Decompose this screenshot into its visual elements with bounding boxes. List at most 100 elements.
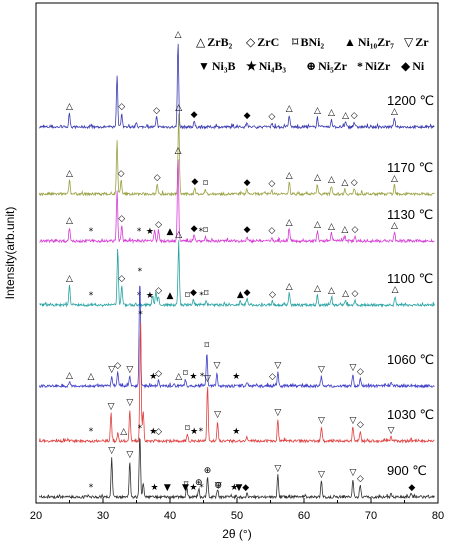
series-2: △*◇* ★◇▲△◆ * ⌑ ◆ ◇△ △ △ △ ◇ △1130 ℃ [39,146,435,244]
phase-marker: △ [66,169,73,179]
series-label: 900 ℃ [387,463,427,478]
phase-marker: ⌑ [185,291,190,301]
phase-marker: ★ [230,483,238,493]
phase-marker: ▽ [108,402,115,412]
phase-marker: △ [342,111,349,121]
legend-label: BNi₂ [300,35,324,49]
phase-marker: ▲ [237,290,244,300]
phase-marker: △ [175,146,182,156]
phase-marker: * [199,227,204,237]
phase-marker: ▽ [126,365,133,375]
phase-marker: ★ [151,483,159,493]
phase-marker: ▽ [349,468,356,478]
legend-entry: * NiZr [357,59,391,73]
y-axis-title: Intensity(arb.unit) [3,207,17,300]
series-line [39,285,435,389]
legend-label: Ni [412,59,425,73]
series-0: △ ◇ ◇△◆ ◆ ◇△ △ △ △ ◇ △1200 ℃ [39,30,435,130]
phase-marker: * [138,310,143,320]
phase-marker: △ [66,371,73,381]
phase-marker: ▼ [182,483,189,493]
phase-marker: * [138,267,143,277]
phase-marker: ◇ [268,226,275,236]
legend-entry: ▼ Ni₃B [198,59,236,73]
phase-marker: * [199,291,204,301]
phase-marker: △ [328,222,335,232]
phase-marker: ▼ [164,483,171,493]
phase-marker: △ [391,221,398,231]
phase-marker: * [199,483,204,493]
phase-marker: △ [175,30,182,40]
phase-marker: ◇ [351,225,358,235]
phase-marker: ◆ [244,111,251,121]
legend-label: ZrC [257,35,279,49]
x-tick-label: 20 [30,510,42,522]
phase-marker: ★ [189,372,197,382]
phase-marker: ▽ [349,363,356,373]
legend-label: Ni₁₀Zr₇ [358,35,395,49]
phase-marker: △ [314,220,321,230]
series-label: 1130 ℃ [387,207,433,222]
phase-marker: ⊕ [204,466,212,476]
phase-marker: ◆ [191,110,198,120]
phase-marker: ◇ [114,361,121,371]
phase-marker: △ [328,286,335,296]
series-label: 1200 ℃ [387,93,434,108]
phase-marker: ◇ [118,274,125,284]
phase-marker: ◇ [269,290,276,300]
phase-marker: ◇ [357,367,364,377]
series-1: △ ◇ ◇△◆ ⌑ ◆ ◇△ △ △ △ ◇ △1170 ℃ [39,103,435,197]
phase-marker: ◆ [191,177,198,187]
phase-marker: △ [341,225,348,235]
series-3: △*◇* ★◇▲△⌑ ◆ * ⌑ ▲ ◆ ◇△ △ △ △ ◇ △1100 ℃ [39,230,435,308]
phase-marker: ◆ [244,178,251,188]
phase-marker: ★ [146,291,154,301]
phase-marker: △ [314,284,321,294]
phase-marker: ▽ [274,361,281,371]
phase-marker: ▽ [274,464,281,474]
legend-symbol: △ [196,35,206,49]
phase-marker: * [137,227,142,237]
phase-marker: ◇ [118,169,125,179]
phase-marker: △ [175,372,182,382]
x-tick-label: 70 [365,510,377,522]
phase-marker: ▽ [108,365,115,375]
phase-marker: △ [392,285,399,295]
series-label: 1170 ℃ [387,160,433,175]
phase-marker: ⊕ [214,481,222,491]
phase-marker: ◇ [357,474,364,484]
phase-marker: ★ [189,483,197,493]
phase-marker: △ [328,108,335,118]
legend-symbol: ▼ [198,59,210,73]
phase-marker: ⌑ [204,289,209,299]
phase-marker: △ [314,106,321,116]
legend-symbol: * [357,59,363,73]
phase-marker: ⌑ [185,424,190,434]
phase-marker: △ [341,178,348,188]
phase-marker: * [89,483,94,493]
legend-symbol: ★ [246,59,257,73]
phase-marker: ▽ [318,470,325,480]
legend-entry: △ ZrB₂ [196,35,233,49]
legend-label: Ni₃B [212,59,236,73]
series-label: 1030 ℃ [387,407,434,422]
phase-marker: △ [314,173,321,183]
legend-label: Zr [415,35,429,49]
phase-marker: ▼ [236,483,243,493]
series-line [39,322,435,444]
series-line [39,240,435,308]
series-6: *▽ ▽*★ ▼ ⌑▼ ⊕★⊕* ⊕▽ ★▼ ◆▽▽ ▽◇◆900 ℃ [39,424,435,500]
phase-marker: ▽ [214,410,221,420]
phase-marker: * [89,427,94,437]
phase-marker: ▽ [318,416,325,426]
series-4: △ △▽ ◇ ▽*★◇ △ ⌑ ★ *⌑▽★ ◇▽ ▽ ▽ ◇1060 ℃ [39,267,435,389]
phase-marker: ◆ [244,288,251,298]
series-line [39,43,435,130]
legend-entry: ◇ ZrC [246,35,279,49]
phase-marker: △ [391,107,398,117]
phase-marker: ★ [232,427,240,437]
legend-label: ZrB₂ [207,35,232,49]
phase-marker: △ [286,218,293,228]
phase-marker: ▽ [204,374,211,384]
phase-marker: ▽ [108,446,115,456]
